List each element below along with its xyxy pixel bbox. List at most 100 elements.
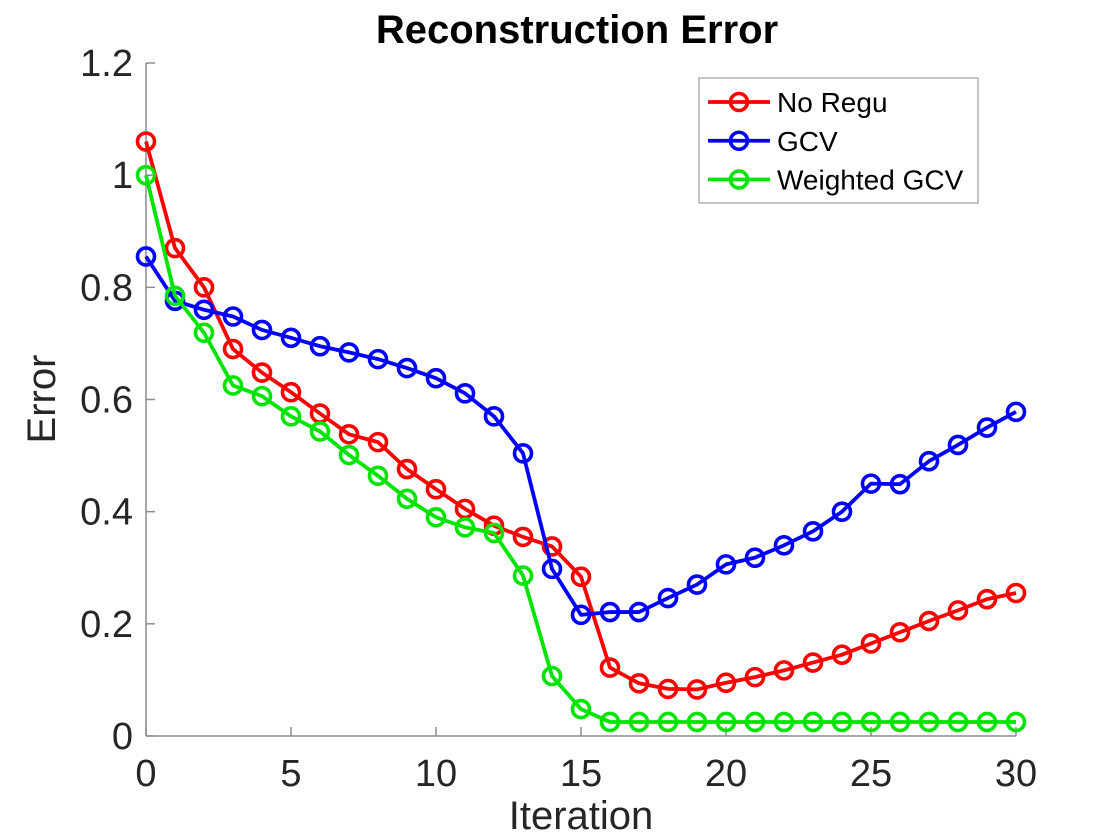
legend-entry: Weighted GCV xyxy=(708,165,964,196)
data-point-marker xyxy=(367,348,389,370)
data-point-marker xyxy=(396,458,418,480)
data-point-marker xyxy=(657,587,679,609)
data-point-marker xyxy=(1005,401,1027,423)
y-tick-label: 1.2 xyxy=(80,43,133,85)
y-tick-label: 0.4 xyxy=(80,492,133,534)
axes-layer: 0 5 10 15 20 25 30 0 0.2 0.4 0.6 0.8 1 1.2 xyxy=(80,43,1037,795)
data-point-marker xyxy=(715,672,737,694)
data-point-marker xyxy=(541,558,563,580)
data-point-marker xyxy=(570,604,592,626)
series-no-regu xyxy=(135,131,1027,700)
data-point-marker xyxy=(280,406,302,427)
data-point-marker xyxy=(193,299,215,321)
data-point-marker xyxy=(773,660,795,681)
y-tick-label: 0.2 xyxy=(80,604,133,646)
data-point-marker xyxy=(425,367,447,389)
chart-title: Reconstruction Error xyxy=(376,8,778,52)
x-tick-label: 25 xyxy=(850,753,892,795)
data-point-marker xyxy=(512,526,534,548)
data-point-marker xyxy=(599,601,621,623)
series-curve xyxy=(144,174,1016,724)
data-point-marker xyxy=(802,520,824,542)
data-point-marker xyxy=(744,547,766,568)
series-curve xyxy=(144,255,1017,617)
data-point-marker xyxy=(251,385,273,407)
data-point-marker xyxy=(657,678,679,700)
x-tick-label: 15 xyxy=(560,753,602,795)
data-point-marker xyxy=(338,423,360,445)
data-point-marker xyxy=(222,306,244,327)
data-point-marker xyxy=(135,246,157,267)
legend-entry-label: GCV xyxy=(777,126,838,157)
data-point-marker xyxy=(251,319,273,341)
data-point-marker xyxy=(744,711,766,733)
data-point-marker xyxy=(860,473,882,494)
data-point-marker xyxy=(918,610,940,632)
data-point-marker xyxy=(396,357,418,379)
data-point-marker xyxy=(686,711,708,733)
x-tick-label: 0 xyxy=(135,753,156,795)
data-point-marker xyxy=(976,588,998,610)
data-point-marker xyxy=(628,711,650,733)
data-point-marker xyxy=(280,327,302,349)
data-point-marker xyxy=(715,711,737,733)
data-point-marker xyxy=(425,506,447,528)
data-point-marker xyxy=(251,362,273,383)
data-point-marker xyxy=(860,711,882,733)
data-point-marker xyxy=(338,342,360,363)
data-point-marker xyxy=(338,444,360,466)
data-point-marker xyxy=(802,711,824,733)
data-point-marker xyxy=(483,522,505,544)
data-point-marker xyxy=(135,164,157,186)
data-point-marker xyxy=(512,565,534,586)
data-point-marker xyxy=(512,443,534,464)
data-point-marker xyxy=(773,711,795,733)
data-point-marker xyxy=(889,621,911,643)
data-point-marker xyxy=(918,711,940,733)
series-weighted-gcv xyxy=(135,164,1027,733)
data-point-marker xyxy=(396,488,418,510)
data-point-marker xyxy=(1005,711,1027,733)
data-point-marker xyxy=(541,536,563,557)
x-tick-label: 5 xyxy=(280,753,301,795)
legend-marker-swatch xyxy=(728,169,750,190)
data-point-marker xyxy=(628,601,650,623)
data-point-marker xyxy=(976,711,998,733)
data-point-marker xyxy=(570,566,592,588)
data-point-marker xyxy=(715,554,737,575)
data-point-marker xyxy=(947,600,969,621)
legend-entry-label: No Regu xyxy=(777,87,888,118)
data-point-marker xyxy=(309,421,331,442)
data-point-marker xyxy=(773,535,795,556)
data-point-marker xyxy=(367,431,389,453)
series-gcv xyxy=(135,246,1027,626)
data-point-marker xyxy=(164,237,186,259)
series-layer xyxy=(135,131,1027,733)
data-point-marker xyxy=(425,478,447,500)
legend-marker-swatch xyxy=(728,130,750,152)
data-point-marker xyxy=(744,666,766,688)
data-point-marker xyxy=(831,644,853,665)
data-point-marker xyxy=(831,711,853,733)
x-axis-label: Iteration xyxy=(509,794,654,838)
y-axis-label: Error xyxy=(20,355,64,444)
legend-entry-label: Weighted GCV xyxy=(777,165,964,196)
data-point-marker xyxy=(657,711,679,733)
data-point-marker xyxy=(831,501,853,522)
data-point-marker xyxy=(454,517,476,538)
data-point-marker xyxy=(686,574,708,595)
data-point-marker xyxy=(164,285,186,307)
data-point-marker xyxy=(889,711,911,733)
data-point-marker xyxy=(570,698,592,720)
y-tick-label: 0.8 xyxy=(80,267,133,309)
data-point-marker xyxy=(918,450,940,472)
data-point-marker xyxy=(802,652,824,673)
y-tick-label: 0 xyxy=(112,716,133,758)
data-point-marker xyxy=(686,679,708,700)
legend-entry: No Regu xyxy=(708,87,888,118)
x-tick-label: 30 xyxy=(995,753,1037,795)
x-tick-label: 20 xyxy=(705,753,747,795)
data-point-marker xyxy=(135,131,157,152)
